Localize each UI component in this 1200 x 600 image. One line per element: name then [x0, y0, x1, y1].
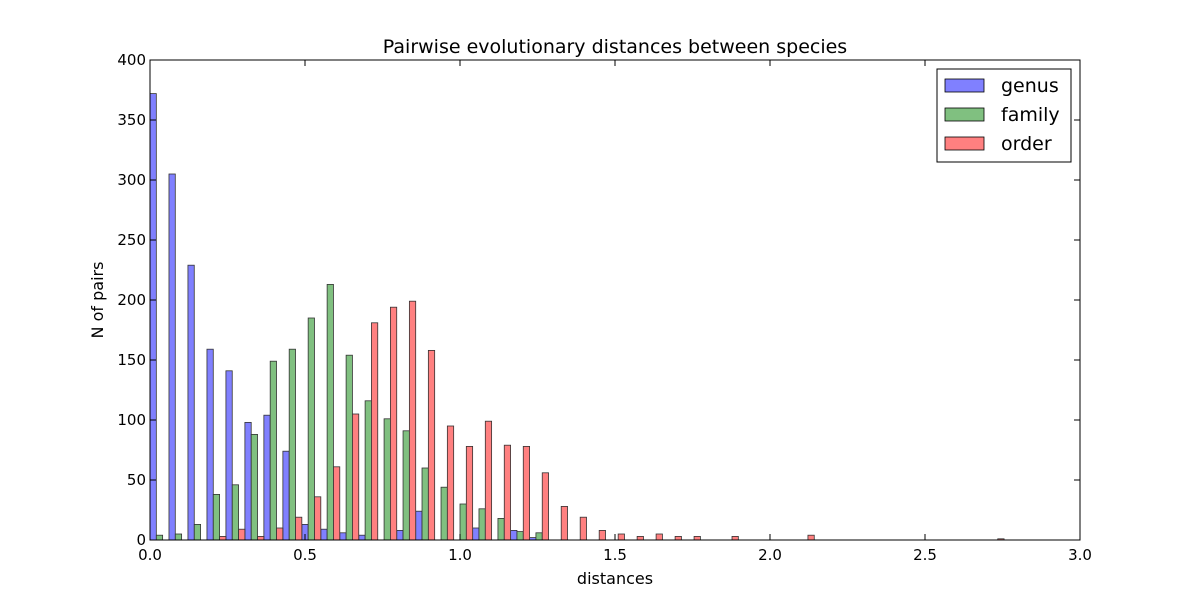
- legend-label-genus: genus: [1001, 75, 1059, 97]
- bar-order-4: [238, 528, 246, 541]
- bar-order-8: [314, 496, 322, 541]
- x-tick-label-6: 3.0: [1068, 546, 1092, 564]
- y-tick-label-0: 0: [136, 531, 146, 549]
- bar-order-12: [389, 306, 398, 541]
- bar-family-20: [535, 532, 543, 541]
- bar-family-10: [345, 354, 353, 541]
- bar-family-16: [459, 503, 467, 541]
- bar-family-2: [193, 524, 201, 541]
- bar-order-10: [352, 413, 360, 541]
- bar-order-6: [276, 527, 284, 541]
- y-tick-label-6: 300: [117, 171, 146, 189]
- legend-label-order: order: [1001, 133, 1052, 155]
- bar-order-28: [693, 536, 701, 541]
- bar-genus-1: [168, 173, 176, 541]
- bar-genus-13: [396, 530, 404, 541]
- bar-order-30: [731, 536, 739, 541]
- legend-swatch-family: [944, 107, 985, 122]
- bar-family-5: [250, 433, 258, 541]
- bar-genus-9: [320, 528, 328, 541]
- bar-genus-6: [263, 414, 271, 541]
- bar-genus-10: [339, 532, 347, 541]
- bar-order-11: [371, 322, 379, 541]
- bar-order-22: [579, 516, 587, 541]
- bar-order-34: [807, 534, 815, 541]
- bar-order-3: [219, 536, 227, 541]
- bar-family-18: [497, 518, 505, 541]
- bar-family-12: [383, 418, 391, 541]
- y-tick-label-4: 200: [117, 291, 146, 309]
- bar-family-4: [231, 484, 239, 541]
- legend: genus family order: [936, 68, 1072, 163]
- axis-ticks: [149, 59, 1081, 541]
- legend-swatch-order: [944, 136, 985, 151]
- x-axis-label: distances: [577, 569, 653, 588]
- bar-order-27: [674, 536, 682, 541]
- bar-order-25: [636, 536, 644, 541]
- bar-order-7: [295, 516, 303, 541]
- y-tick-label-1: 50: [127, 471, 146, 489]
- bar-genus-3: [206, 348, 214, 541]
- bar-order-18: [503, 444, 511, 541]
- x-tick-label-1: 0.5: [293, 546, 317, 564]
- bar-genus-19: [510, 530, 518, 541]
- bar-family-3: [212, 493, 220, 541]
- legend-swatch-genus: [944, 78, 985, 93]
- y-tick-label-7: 350: [117, 111, 146, 129]
- bar-family-9: [326, 283, 334, 541]
- bar-family-17: [478, 508, 486, 541]
- bar-family-14: [421, 467, 429, 541]
- bar-order-21: [560, 505, 568, 541]
- bar-family-8: [307, 317, 315, 541]
- x-tick-labels: 0.0 0.5 1.0 1.5 2.0 2.5 3.0: [138, 546, 1092, 564]
- bar-genus-0: [149, 93, 157, 541]
- bars-group: [149, 93, 1005, 541]
- bar-order-13: [408, 300, 417, 541]
- y-tick-label-2: 100: [117, 411, 146, 429]
- x-tick-label-5: 2.5: [913, 546, 937, 564]
- bar-genus-5: [244, 421, 252, 541]
- chart-title: Pairwise evolutionary distances between …: [383, 36, 847, 58]
- bar-family-6: [269, 360, 277, 541]
- bar-genus-17: [472, 527, 480, 541]
- bar-family-15: [440, 486, 448, 541]
- bar-order-20: [541, 472, 549, 541]
- x-tick-label-2: 1.0: [448, 546, 472, 564]
- x-tick-label-4: 2.0: [758, 546, 782, 564]
- bar-family-7: [288, 348, 296, 541]
- bar-family-1: [174, 533, 183, 541]
- bar-order-16: [465, 445, 474, 541]
- y-tick-labels: 0 50 100 150 200 250 300 350 400: [117, 51, 146, 549]
- x-tick-label-3: 1.5: [603, 546, 627, 564]
- bar-family-11: [364, 400, 372, 541]
- legend-label-family: family: [1001, 104, 1060, 126]
- y-tick-label-5: 250: [117, 231, 146, 249]
- bar-genus-4: [225, 370, 233, 541]
- bar-order-26: [655, 533, 663, 541]
- bar-family-0: [155, 534, 164, 541]
- y-axis-label: N of pairs: [88, 262, 107, 339]
- bar-genus-7: [282, 450, 290, 541]
- bar-order-23: [598, 530, 606, 541]
- bar-order-19: [522, 445, 530, 541]
- bar-family-13: [402, 430, 410, 541]
- y-tick-label-8: 400: [117, 51, 146, 69]
- bar-order-24: [617, 533, 625, 541]
- bar-order-15: [446, 425, 455, 541]
- bar-genus-14: [415, 510, 423, 541]
- bar-order-5: [257, 536, 265, 541]
- x-tick-label-0: 0.0: [138, 546, 162, 564]
- bar-order-9: [333, 466, 341, 541]
- bar-order-17: [484, 420, 493, 541]
- y-tick-label-3: 150: [117, 351, 146, 369]
- bar-genus-11: [358, 534, 366, 541]
- bar-family-19: [516, 531, 524, 541]
- bar-genus-2: [187, 264, 195, 541]
- bar-order-14: [427, 349, 436, 541]
